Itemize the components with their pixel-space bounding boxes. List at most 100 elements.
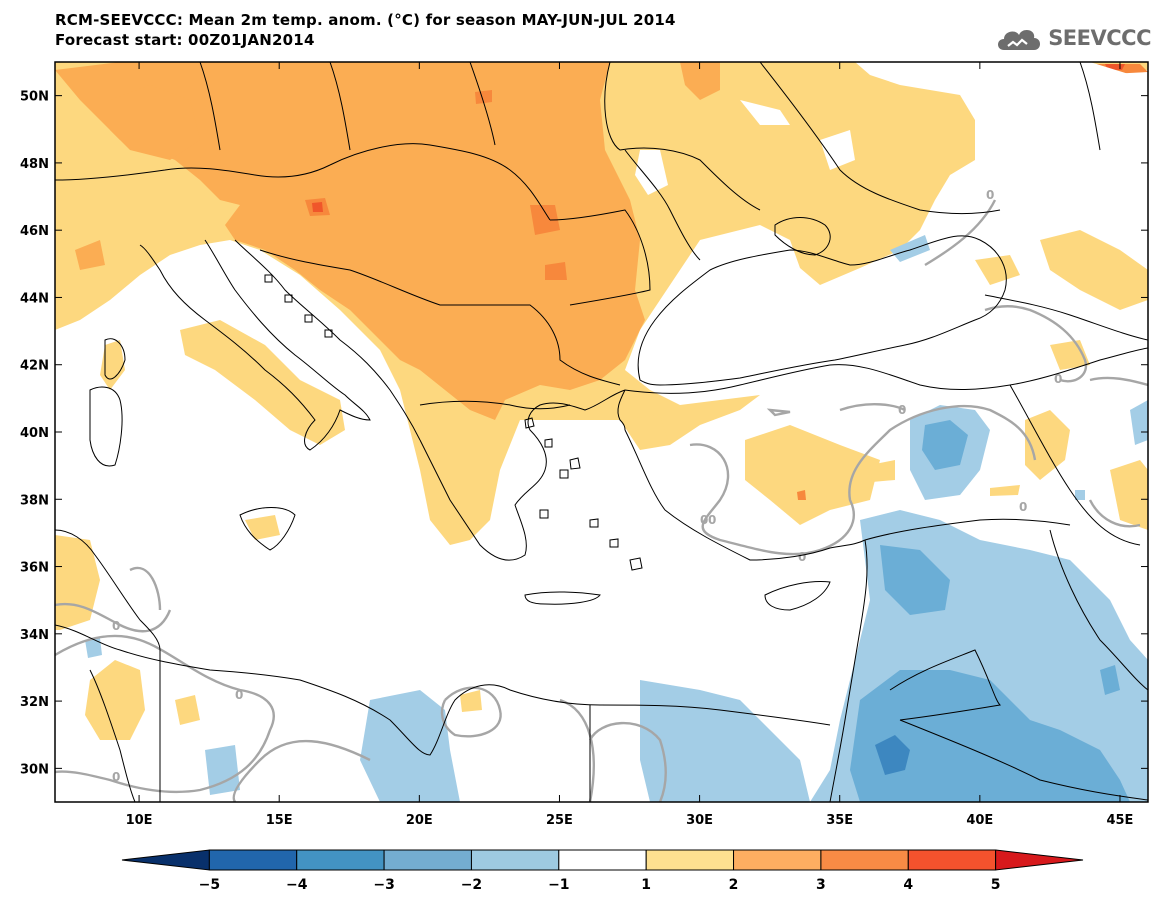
- contour-label: 0: [235, 688, 243, 702]
- lat-tick-label: 46N: [20, 224, 49, 239]
- colorbar-label: −2: [461, 877, 482, 893]
- zero-contour-central-africa: [129, 566, 162, 611]
- colorbar-segment: [907, 849, 997, 871]
- zero-contour-egypt: [588, 721, 667, 802]
- anomaly-region-turkey-small-m1-m2: [1075, 490, 1085, 500]
- colorbar-segment: [470, 849, 560, 871]
- coastline-sardinia: [89, 386, 123, 467]
- coastline-sicily: [239, 507, 296, 551]
- coastline-adriatic-east: [234, 239, 421, 441]
- contour-label: 0: [986, 188, 994, 202]
- anomaly-region-iran-1-2: [1110, 460, 1148, 530]
- zero-contour-georgia: [984, 305, 1088, 383]
- anomaly-region-hungary-3-4: [475, 90, 492, 104]
- anomaly-region-libya-east-m1-m2: [360, 690, 460, 802]
- zero-contour-libya: [440, 686, 502, 738]
- longitude-axis: 10E 15E 20E 25E 30E 35E 40E 45E: [126, 62, 1133, 828]
- near-zero-region-crimea: [820, 130, 855, 170]
- border-libya-tunisia: [89, 669, 136, 802]
- coastline-turkey-aegean: [617, 389, 626, 431]
- map-plot-area: 0 0 0 0 0 0 0 0 0 0: [55, 62, 1148, 802]
- colorbar: −5 −4 −3 −2 −1 1 2 3 4 5: [121, 849, 1084, 893]
- cloud-icon: [998, 29, 1041, 50]
- lat-tick-label: 30N: [20, 762, 49, 777]
- anomaly-region-anatolia-1-2: [745, 425, 880, 525]
- anomaly-region-tunisia-1-2: [55, 535, 100, 630]
- colorbar-label: 1: [641, 877, 651, 893]
- lat-tick-label: 40N: [20, 426, 49, 441]
- zero-contour-tunisia: [55, 602, 172, 633]
- border-greece-north: [419, 400, 571, 410]
- lon-tick-label: 30E: [686, 813, 713, 828]
- coastline-greece: [419, 389, 626, 561]
- anomaly-region-turkey-small-1-2: [870, 460, 895, 482]
- border-ukraine: [604, 62, 761, 211]
- coastlines-borders: [55, 62, 1148, 802]
- seevccc-logo: SEEVCCC: [994, 20, 1151, 56]
- lat-tick-label: 38N: [20, 493, 49, 508]
- colorbar-label: −1: [548, 877, 569, 893]
- lon-tick-label: 40E: [966, 813, 993, 828]
- anomaly-region-tunisia-m1-m2: [85, 638, 102, 658]
- zero-contour-iran: [1088, 499, 1141, 528]
- colorbar-segment: [733, 849, 822, 871]
- contour-label: 0: [708, 513, 716, 527]
- anomaly-region-ukraine-2-3: [680, 62, 720, 100]
- anomaly-region-anatolia-3-4: [797, 490, 806, 500]
- lat-tick-label: 36N: [20, 561, 49, 576]
- border-syria-iraq: [1049, 529, 1148, 691]
- anomaly-region-libya-small-1-2: [175, 695, 200, 725]
- border-moldova: [624, 149, 701, 261]
- border-hungary: [329, 143, 551, 221]
- coastline-dalmatian-islands: [264, 274, 333, 338]
- anomaly-region-east-small-1-2: [990, 485, 1020, 496]
- coastline-north-africa: [55, 624, 831, 756]
- lon-tick-label: 25E: [546, 813, 573, 828]
- colorbar-segment: [820, 849, 909, 871]
- zero-contour-libya-south: [232, 739, 371, 802]
- border-romania: [549, 209, 651, 306]
- coastline-caspian: [1079, 62, 1101, 151]
- coastline-tunisia: [55, 529, 161, 651]
- zero-contour-turkey: [689, 404, 1037, 556]
- anomaly-region-egypt-1-2: [460, 690, 482, 712]
- colorbar-label: −5: [199, 877, 220, 893]
- colorbar-segment: [383, 849, 472, 871]
- logo-text: SEEVCCC: [1048, 26, 1151, 50]
- anomaly-region-azov-m1-m2: [890, 235, 930, 262]
- anomaly-3-4-regions: [305, 64, 1148, 500]
- border-caucasus: [984, 294, 1148, 341]
- border-russia: [759, 62, 1001, 215]
- coastline-turkey-south: [624, 429, 866, 561]
- near-zero-region-moldova: [635, 150, 668, 195]
- colorbar-segment: [296, 849, 385, 871]
- anomaly-region-east-turkey-m2-m3: [922, 420, 968, 470]
- title-line-2: Forecast start: 00Z01JAN2014: [55, 31, 315, 49]
- border-balkans: [259, 249, 621, 386]
- zero-contour-north-africa: [55, 634, 275, 794]
- lon-tick-label: 20E: [406, 813, 433, 828]
- border-saudi: [899, 719, 1148, 801]
- chart-title: RCM-SEEVCCC: Mean 2m temp. anom. (°C) fo…: [55, 10, 676, 50]
- anomaly-region-caspian-1-2: [1040, 230, 1148, 310]
- colorbar-segment: [645, 849, 735, 871]
- contour-label: 0: [112, 619, 120, 633]
- near-zero-region-ukraine-west: [740, 100, 790, 125]
- anomaly-minus-2-3-regions: [850, 420, 1130, 802]
- lon-tick-label: 45E: [1106, 813, 1133, 828]
- border-turkey-east: [1009, 384, 1141, 546]
- coastline-cyprus: [764, 581, 831, 611]
- colorbar-segment: [208, 849, 298, 871]
- lat-tick-label: 42N: [20, 359, 49, 374]
- coastline-italy: [139, 239, 371, 451]
- anomaly-region-egypt-m1-m2: [640, 680, 810, 802]
- contour-labels: 0 0 0 0 0 0 0 0 0 0: [112, 188, 1062, 784]
- colorbar-label: −4: [286, 877, 308, 893]
- anomaly-region-iraq-m2-m3: [1100, 665, 1120, 695]
- anomaly-region-caucasus-1-2: [975, 255, 1020, 285]
- near-zero-regions: [635, 62, 1148, 200]
- lon-tick-label: 10E: [126, 813, 153, 828]
- coastline-crete: [524, 591, 601, 605]
- contour-label: 0: [1019, 500, 1027, 514]
